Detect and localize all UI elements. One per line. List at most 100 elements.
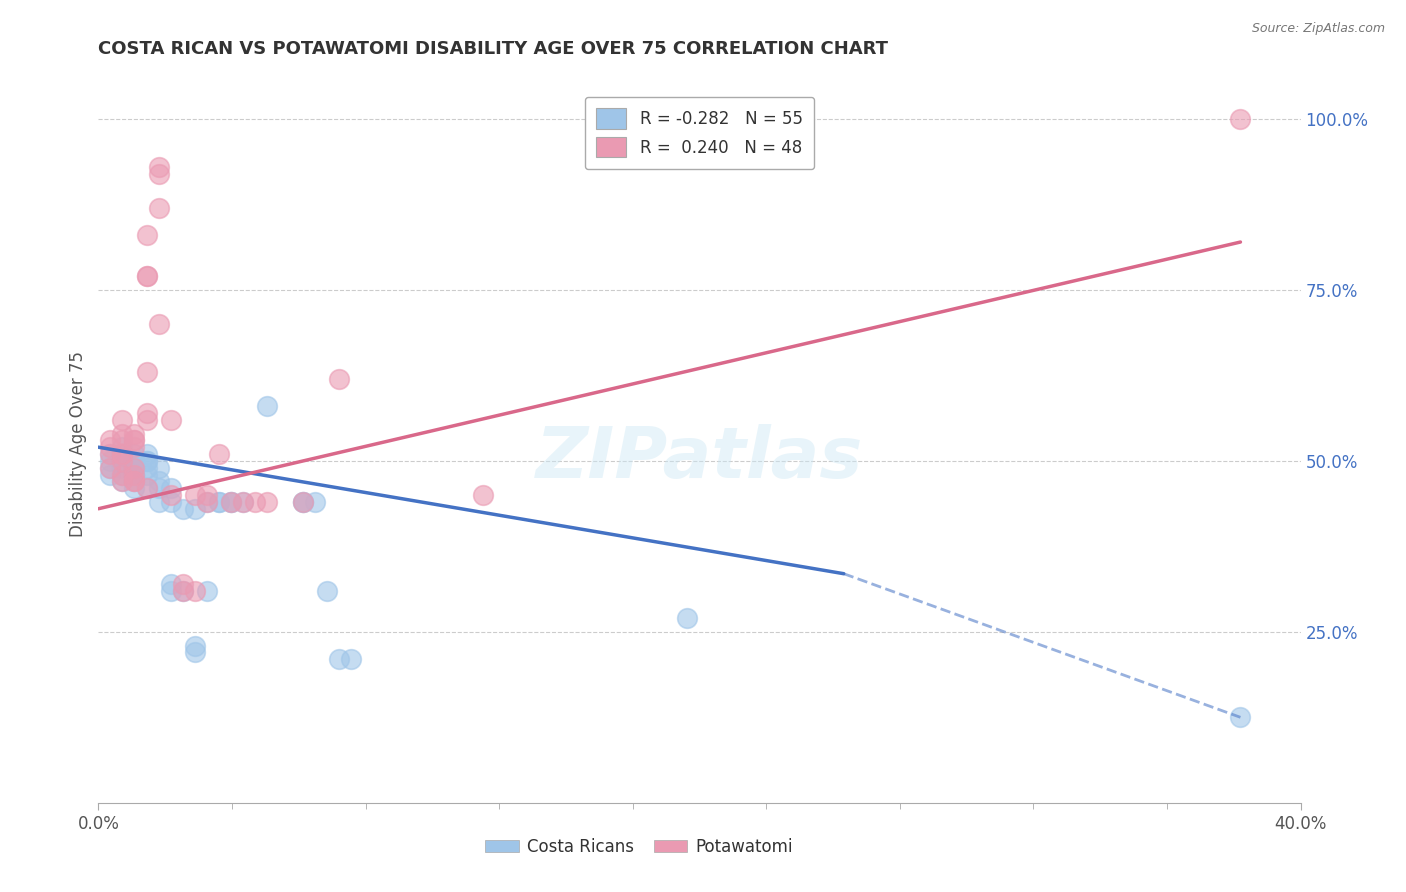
Point <box>100 460 122 475</box>
Point <box>159 577 181 591</box>
Point <box>100 434 122 448</box>
Point <box>111 475 134 489</box>
Point <box>135 365 157 379</box>
Point <box>111 447 134 461</box>
Point <box>124 467 146 482</box>
Point <box>100 460 122 475</box>
Point <box>256 399 278 413</box>
Point <box>135 460 157 475</box>
Point <box>172 577 194 591</box>
Point <box>243 495 266 509</box>
Point <box>208 447 231 461</box>
Point <box>135 454 157 468</box>
Point <box>124 447 146 461</box>
Point <box>124 434 146 448</box>
Text: COSTA RICAN VS POTAWATOMI DISABILITY AGE OVER 75 CORRELATION CHART: COSTA RICAN VS POTAWATOMI DISABILITY AGE… <box>98 40 889 58</box>
Point <box>304 495 326 509</box>
Point <box>328 372 350 386</box>
Point <box>135 481 157 495</box>
Point <box>111 454 134 468</box>
Point <box>219 495 242 509</box>
Point <box>219 495 242 509</box>
Point <box>195 583 218 598</box>
Point <box>172 583 194 598</box>
Point <box>111 467 134 482</box>
Point <box>111 426 134 441</box>
Text: ZIPatlas: ZIPatlas <box>536 424 863 492</box>
Point <box>159 488 181 502</box>
Point <box>111 467 134 482</box>
Point <box>124 426 146 441</box>
Point <box>124 454 146 468</box>
Point <box>135 481 157 495</box>
Point <box>135 269 157 284</box>
Point <box>195 495 218 509</box>
Point <box>148 481 170 495</box>
Point <box>183 488 205 502</box>
Point <box>1229 710 1251 724</box>
Point <box>148 475 170 489</box>
Point <box>111 434 134 448</box>
Point <box>1229 112 1251 126</box>
Point <box>232 495 254 509</box>
Point <box>148 460 170 475</box>
Point <box>256 495 278 509</box>
Point <box>183 501 205 516</box>
Point <box>208 495 231 509</box>
Point <box>159 495 181 509</box>
Point <box>111 440 134 454</box>
Point <box>328 652 350 666</box>
Point <box>124 460 146 475</box>
Point <box>159 413 181 427</box>
Point <box>135 269 157 284</box>
Point <box>135 413 157 427</box>
Point <box>232 495 254 509</box>
Point <box>219 495 242 509</box>
Point <box>124 454 146 468</box>
Point <box>148 160 170 174</box>
Point <box>124 475 146 489</box>
Point <box>100 440 122 454</box>
Point <box>111 447 134 461</box>
Point <box>124 434 146 448</box>
Point <box>100 447 122 461</box>
Point <box>124 460 146 475</box>
Point <box>159 481 181 495</box>
Point <box>159 583 181 598</box>
Point <box>291 495 314 509</box>
Point <box>148 495 170 509</box>
Point <box>340 652 363 666</box>
Point <box>135 447 157 461</box>
Point <box>124 475 146 489</box>
Point <box>315 583 337 598</box>
Text: Source: ZipAtlas.com: Source: ZipAtlas.com <box>1251 22 1385 36</box>
Point <box>148 167 170 181</box>
Point <box>124 467 146 482</box>
Point <box>124 460 146 475</box>
Point <box>291 495 314 509</box>
Point <box>183 639 205 653</box>
Point <box>135 228 157 243</box>
Point <box>472 488 495 502</box>
Point <box>124 454 146 468</box>
Point <box>195 495 218 509</box>
Point <box>111 447 134 461</box>
Point <box>195 488 218 502</box>
Point <box>208 495 231 509</box>
Point <box>135 454 157 468</box>
Point <box>183 583 205 598</box>
Point <box>124 481 146 495</box>
Point <box>135 467 157 482</box>
Point <box>676 611 699 625</box>
Point <box>148 201 170 215</box>
Point <box>100 454 122 468</box>
Point <box>124 475 146 489</box>
Point <box>183 645 205 659</box>
Point <box>100 467 122 482</box>
Point <box>111 475 134 489</box>
Point <box>124 467 146 482</box>
Y-axis label: Disability Age Over 75: Disability Age Over 75 <box>69 351 87 537</box>
Point <box>124 440 146 454</box>
Point <box>100 447 122 461</box>
Point <box>111 454 134 468</box>
